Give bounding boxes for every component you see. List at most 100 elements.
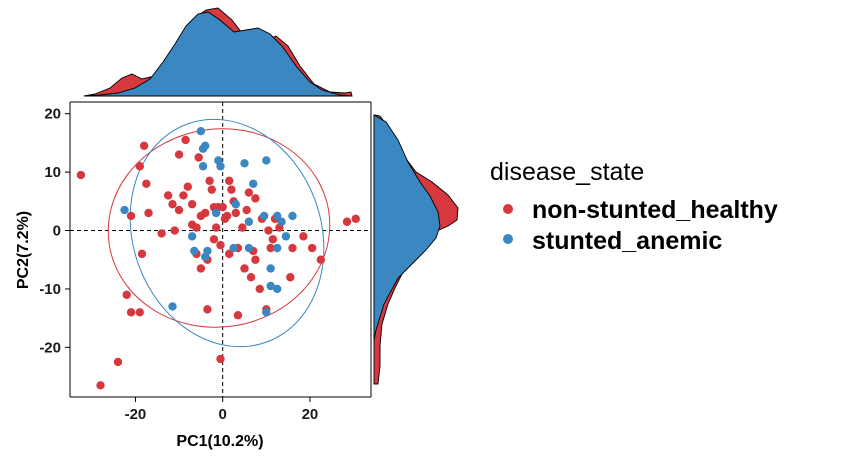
point-non-stunted-healthy [126, 308, 136, 317]
point-stunted-anemic [196, 127, 206, 136]
point-non-stunted-healthy [225, 176, 234, 186]
point-non-stunted-healthy [183, 182, 192, 191]
point-non-stunted-healthy [216, 354, 225, 364]
x-axis-title: PC1(10.2%) [176, 433, 263, 450]
point-stunted-anemic [198, 162, 208, 171]
point-non-stunted-healthy [251, 255, 260, 264]
point-non-stunted-healthy [122, 290, 131, 299]
point-stunted-anemic [249, 179, 258, 188]
top-density-stunted-anemic [83, 11, 353, 97]
point-non-stunted-healthy [76, 170, 86, 180]
point-stunted-anemic [231, 200, 240, 209]
point-stunted-anemic [273, 284, 282, 294]
point-stunted-anemic [259, 211, 269, 221]
point-non-stunted-healthy [225, 249, 234, 259]
point-stunted-anemic [168, 302, 177, 311]
legend-key-stunted-anemic [503, 234, 513, 244]
point-non-stunted-healthy [135, 308, 144, 317]
y-tick-label: -10 [39, 281, 61, 298]
point-non-stunted-healthy [222, 211, 232, 221]
point-non-stunted-healthy [209, 235, 219, 244]
point-non-stunted-healthy [144, 208, 153, 218]
point-non-stunted-healthy [342, 217, 352, 226]
right-marginal-density [373, 114, 459, 385]
point-non-stunted-healthy [316, 255, 326, 264]
x-tick-label: 0 [219, 406, 227, 423]
confidence-ellipse-non-stunted-healthy [107, 128, 331, 328]
point-non-stunted-healthy [96, 381, 105, 390]
top-marginal-density [83, 7, 353, 97]
point-non-stunted-healthy [126, 211, 136, 221]
point-stunted-anemic [266, 264, 275, 273]
point-non-stunted-healthy [286, 273, 295, 282]
legend-key-non-stunted-healthy [503, 204, 513, 214]
point-non-stunted-healthy [266, 243, 275, 253]
point-stunted-anemic [262, 308, 271, 317]
point-stunted-anemic [262, 156, 271, 165]
point-stunted-anemic [240, 159, 249, 168]
point-stunted-anemic [201, 141, 210, 151]
point-stunted-anemic [244, 217, 254, 226]
point-stunted-anemic [273, 211, 282, 221]
point-non-stunted-healthy [227, 185, 236, 194]
point-non-stunted-healthy [194, 153, 203, 162]
point-non-stunted-healthy [135, 162, 144, 171]
point-non-stunted-healthy [268, 235, 278, 244]
y-tick-label: 10 [44, 164, 61, 181]
point-non-stunted-healthy [233, 311, 243, 320]
point-non-stunted-healthy [163, 191, 173, 200]
point-non-stunted-healthy [207, 185, 216, 194]
point-stunted-anemic [288, 211, 297, 221]
point-non-stunted-healthy [192, 223, 201, 232]
point-non-stunted-healthy [351, 214, 360, 224]
legend-label-non-stunted-healthy: non-stunted_healthy [532, 196, 778, 224]
legend: disease_state non-stunted_healthy stunte… [490, 158, 778, 255]
point-non-stunted-healthy [142, 179, 151, 188]
point-stunted-anemic [120, 205, 129, 215]
point-stunted-anemic [211, 208, 221, 218]
point-non-stunted-healthy [242, 205, 251, 215]
point-non-stunted-healthy [238, 223, 247, 232]
point-non-stunted-healthy [205, 176, 214, 186]
point-stunted-anemic [277, 217, 286, 226]
point-stunted-anemic [281, 232, 291, 241]
point-non-stunted-healthy [246, 273, 256, 282]
point-non-stunted-healthy [307, 243, 317, 253]
legend-title: disease_state [490, 158, 644, 186]
scatter-panel: -20 0 20 20 10 0 -10 -20 PC1(10.2%) PC2(7.2%) [15, 101, 372, 450]
point-non-stunted-healthy [139, 141, 149, 151]
point-stunted-anemic [190, 246, 199, 256]
y-tick-label: 20 [44, 106, 61, 123]
point-non-stunted-healthy [203, 305, 212, 314]
point-stunted-anemic [244, 243, 254, 253]
point-stunted-anemic [266, 281, 275, 291]
point-non-stunted-healthy [211, 223, 221, 232]
legend-label-stunted-anemic: stunted_anemic [532, 227, 722, 255]
y-axis-ticks: 20 10 0 -10 -20 [39, 106, 70, 356]
point-non-stunted-healthy [255, 284, 264, 294]
point-non-stunted-healthy [137, 249, 147, 259]
y-axis-title: PC2(7.2%) [15, 211, 32, 289]
point-stunted-anemic [187, 232, 197, 241]
point-non-stunted-healthy [288, 243, 297, 253]
point-non-stunted-healthy [181, 135, 190, 145]
point-non-stunted-healthy [174, 205, 184, 215]
point-stunted-anemic [229, 243, 238, 253]
y-tick-label: 0 [53, 223, 61, 240]
point-non-stunted-healthy [187, 200, 197, 209]
x-axis-ticks: -20 0 20 [125, 397, 319, 423]
point-non-stunted-healthy [201, 208, 210, 218]
y-tick-label: -20 [39, 339, 61, 356]
point-non-stunted-healthy [157, 229, 166, 238]
x-tick-label: -20 [125, 406, 147, 423]
point-non-stunted-healthy [168, 200, 177, 209]
right-density-stunted-anemic [373, 114, 441, 341]
x-tick-label: 20 [302, 406, 319, 423]
point-stunted-anemic [216, 162, 225, 171]
point-non-stunted-healthy [251, 194, 260, 203]
point-non-stunted-healthy [299, 232, 308, 241]
scatter-points [76, 127, 360, 390]
point-non-stunted-healthy [170, 226, 179, 235]
point-stunted-anemic [273, 243, 282, 253]
